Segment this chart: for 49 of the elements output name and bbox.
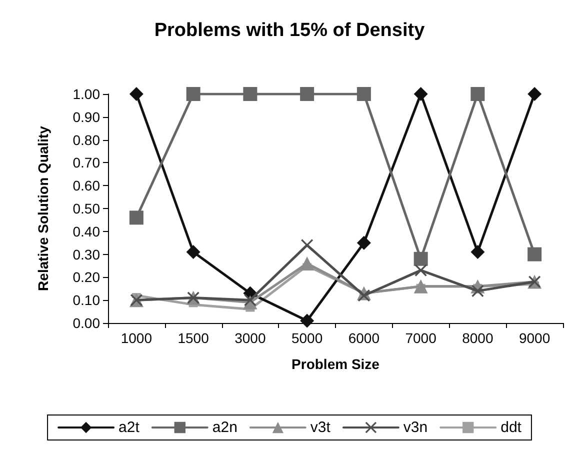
x-tick-label: 9000 xyxy=(518,330,550,346)
y-tick-label: 0.90 xyxy=(72,108,100,125)
point xyxy=(300,314,314,328)
y-tick-label: 0.30 xyxy=(72,246,100,262)
point xyxy=(528,87,542,101)
point xyxy=(472,284,484,297)
point xyxy=(414,252,428,266)
point xyxy=(300,256,314,270)
point xyxy=(129,210,144,225)
y-tick-label: 0.10 xyxy=(72,292,100,308)
point xyxy=(470,87,485,101)
y-tick-label: 0.20 xyxy=(72,269,100,286)
y-tick-label: 0.60 xyxy=(72,178,100,194)
x-tick-label: 7000 xyxy=(405,330,437,346)
point xyxy=(414,279,428,294)
point xyxy=(244,294,256,306)
x-tick-label: 3000 xyxy=(234,330,266,346)
y-tick-label: 0.70 xyxy=(72,154,100,171)
chart-title: Problems with 15% of Density xyxy=(154,20,426,41)
x-axis-title: Problem Size xyxy=(292,356,380,372)
legend-label: a2t xyxy=(118,419,140,436)
point xyxy=(358,290,370,302)
point xyxy=(186,245,200,260)
y-tick-label: 0.80 xyxy=(72,132,100,148)
point xyxy=(186,87,200,101)
x-tick-label: 1500 xyxy=(178,330,210,346)
point xyxy=(129,87,144,101)
y-tick-label: 1.00 xyxy=(72,86,100,102)
point xyxy=(528,247,542,262)
y-tick-label: 0.40 xyxy=(72,223,100,240)
y-tick-label: 0.50 xyxy=(72,200,100,216)
x-tick-label: 6000 xyxy=(348,330,380,346)
legend-label: v3n xyxy=(403,419,428,436)
point xyxy=(243,87,258,101)
x-tick-label: 5000 xyxy=(291,330,323,346)
point xyxy=(300,87,314,101)
point xyxy=(301,239,314,252)
point xyxy=(356,236,371,250)
legend-label: a2n xyxy=(212,419,238,436)
point xyxy=(414,87,428,101)
x-tick-label: 8000 xyxy=(462,330,494,346)
point xyxy=(414,264,427,276)
legend-label: v3t xyxy=(310,419,332,436)
legend-label: ddt xyxy=(500,419,522,436)
x-tick-label: 1000 xyxy=(120,330,152,346)
y-tick-label: 0.00 xyxy=(72,315,100,331)
point xyxy=(356,87,371,101)
point xyxy=(470,245,485,260)
y-axis-title: Relative Solution Quality xyxy=(35,126,51,291)
